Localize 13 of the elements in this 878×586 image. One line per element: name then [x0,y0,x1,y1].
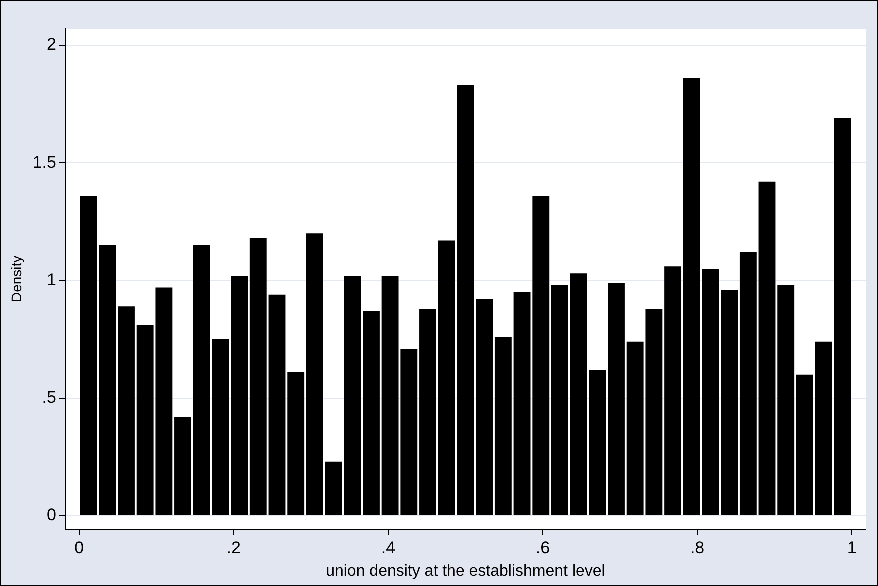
y-tick-label: .5 [42,388,56,408]
x-tick-label: 0 [74,538,84,558]
y-axis-title: Density [8,256,24,303]
x-tick-label: .2 [226,538,241,558]
y-tick-label: 1 [46,270,56,290]
y-tick-label: 2 [46,35,56,54]
x-axis-title: union density at the establishment level [326,562,606,580]
x-tick-label: .4 [381,538,396,558]
y-tick-label: 0 [46,506,56,525]
x-tick-label: .6 [536,538,550,558]
y-tick-label: 1.5 [32,152,56,172]
x-tick-label: .8 [690,538,705,558]
x-tick-label: 1 [847,538,857,558]
